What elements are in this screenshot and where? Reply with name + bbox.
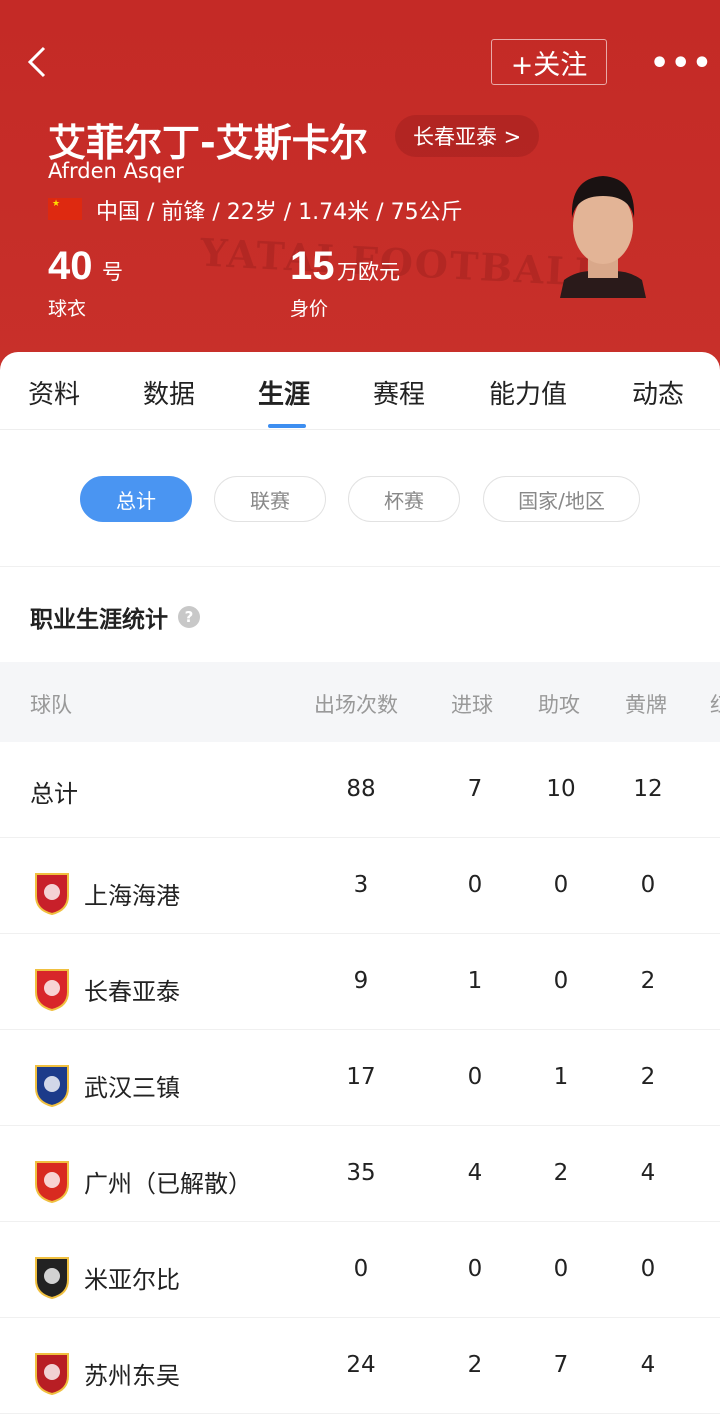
club-badge-icon xyxy=(30,1158,74,1204)
shirt-number: 40 xyxy=(48,244,93,288)
section-title: 职业生涯统计? xyxy=(30,600,200,634)
assists-cell: 0 xyxy=(553,1256,569,1282)
table-row[interactable]: 武汉三镇 17 0 1 2 xyxy=(0,1030,720,1126)
team-name: 米亚尔比 xyxy=(84,1265,180,1294)
table-row[interactable]: 米亚尔比 0 0 0 0 xyxy=(0,1222,720,1318)
team-cell: 上海海港 xyxy=(30,870,180,916)
header-apps: 出场次数 xyxy=(314,693,398,717)
shirt-label: 球衣 xyxy=(48,298,87,320)
filter-cup[interactable]: 杯赛 xyxy=(348,476,460,522)
apps-cell: 88 xyxy=(346,776,376,802)
header-red: 红牌 xyxy=(710,689,720,719)
china-flag-icon: ★ xyxy=(48,198,82,220)
table-row[interactable]: 上海海港 3 0 0 0 xyxy=(0,838,720,934)
filter-national[interactable]: 国家/地区 xyxy=(483,476,640,522)
assists-cell: 1 xyxy=(553,1064,569,1090)
market-value-label: 身价 xyxy=(290,298,329,320)
player-english-name: Afrden Asqer xyxy=(48,159,184,183)
tab-profile[interactable]: 资料 xyxy=(28,380,81,410)
goals-cell: 2 xyxy=(467,1352,483,1378)
apps-cell: 35 xyxy=(346,1160,376,1186)
goals-cell: 7 xyxy=(467,776,483,802)
more-icon[interactable]: ••• xyxy=(650,46,714,81)
table-row[interactable]: 苏州东吴 24 2 7 4 xyxy=(0,1318,720,1414)
team-name: 长春亚泰 xyxy=(84,977,180,1006)
market-value: 15 xyxy=(290,244,335,288)
goals-cell: 4 xyxy=(467,1160,483,1186)
header-assists: 助攻 xyxy=(538,693,580,717)
yellow-cell: 2 xyxy=(640,1064,656,1090)
goals-cell: 0 xyxy=(467,872,483,898)
header-goals: 进球 xyxy=(451,693,493,717)
table-row[interactable]: 广州（已解散） 35 4 2 4 xyxy=(0,1126,720,1222)
club-badge-icon xyxy=(30,1062,74,1108)
player-info: 中国 / 前锋 / 22岁 / 1.74米 / 75公斤 xyxy=(96,200,463,225)
divider xyxy=(0,566,720,567)
club-badge-icon xyxy=(30,1254,74,1300)
team-cell: 长春亚泰 xyxy=(30,966,180,1012)
tab-news[interactable]: 动态 xyxy=(632,380,685,410)
assists-cell: 0 xyxy=(553,968,569,994)
club-badge-icon xyxy=(30,870,74,916)
apps-cell: 3 xyxy=(353,872,369,898)
apps-cell: 17 xyxy=(346,1064,376,1090)
tab-schedule[interactable]: 赛程 xyxy=(373,380,426,410)
filter-league[interactable]: 联赛 xyxy=(214,476,326,522)
assists-cell: 7 xyxy=(553,1352,569,1378)
yellow-cell: 4 xyxy=(640,1352,656,1378)
team-name: 武汉三镇 xyxy=(84,1073,180,1102)
goals-cell: 1 xyxy=(467,968,483,994)
assists-cell: 2 xyxy=(553,1160,569,1186)
yellow-cell: 12 xyxy=(633,776,663,802)
apps-cell: 0 xyxy=(353,1256,369,1282)
filter-total[interactable]: 总计 xyxy=(80,476,192,522)
goals-cell: 0 xyxy=(467,1256,483,1282)
team-link[interactable]: 长春亚泰 > xyxy=(395,115,540,157)
help-icon[interactable]: ? xyxy=(178,606,200,628)
yellow-cell: 0 xyxy=(640,872,656,898)
yellow-cell: 4 xyxy=(640,1160,656,1186)
team-cell: 广州（已解散） xyxy=(30,1158,252,1204)
team-name: 上海海港 xyxy=(84,881,180,910)
player-name: 艾菲尔丁-艾斯卡尔 xyxy=(48,121,368,165)
goals-cell: 0 xyxy=(467,1064,483,1090)
tab-ability[interactable]: 能力值 xyxy=(489,380,568,410)
club-badge-icon xyxy=(30,966,74,1012)
back-icon[interactable] xyxy=(22,42,62,82)
tab-stats[interactable]: 数据 xyxy=(143,380,196,410)
team-name: 广州（已解散） xyxy=(84,1169,252,1198)
header-team: 球队 xyxy=(30,693,72,717)
yellow-cell: 0 xyxy=(640,1256,656,1282)
follow-button[interactable]: +关注 xyxy=(491,39,607,85)
team-cell: 总计 xyxy=(30,774,78,809)
team-name: 总计 xyxy=(30,780,78,808)
assists-cell: 10 xyxy=(546,776,576,802)
team-name: 苏州东吴 xyxy=(84,1361,180,1390)
table-row[interactable]: 长春亚泰 9 1 0 2 xyxy=(0,934,720,1030)
active-tab-indicator xyxy=(268,424,306,428)
tab-bar: 资料 数据 生涯 赛程 能力值 动态 xyxy=(0,352,720,430)
section-title-text: 职业生涯统计 xyxy=(30,607,168,633)
header-yellow: 黄牌 xyxy=(625,693,667,717)
tab-career[interactable]: 生涯 xyxy=(258,380,311,410)
player-photo xyxy=(560,176,646,298)
apps-cell: 9 xyxy=(353,968,369,994)
market-value-unit: 万欧元 xyxy=(337,260,400,284)
shirt-unit: 号 xyxy=(102,260,123,284)
yellow-cell: 2 xyxy=(640,968,656,994)
content-card: 资料 数据 生涯 赛程 能力值 动态 总计 联赛 杯赛 国家/地区 职业生涯统计… xyxy=(0,352,720,1428)
club-watermark: YATAI FOOTBALL xyxy=(199,229,605,296)
club-badge-icon xyxy=(30,1350,74,1396)
team-cell: 武汉三镇 xyxy=(30,1062,180,1108)
player-header: YATAI FOOTBALL +关注 ••• 艾菲尔丁-艾斯卡尔 长春亚泰 > … xyxy=(0,0,720,380)
table-header: 球队 出场次数 进球 助攻 黄牌 红牌 xyxy=(0,662,720,742)
team-cell: 苏州东吴 xyxy=(30,1350,180,1396)
assists-cell: 0 xyxy=(553,872,569,898)
apps-cell: 24 xyxy=(346,1352,376,1378)
team-cell: 米亚尔比 xyxy=(30,1254,180,1300)
table-row[interactable]: 总计 88 7 10 12 xyxy=(0,742,720,838)
